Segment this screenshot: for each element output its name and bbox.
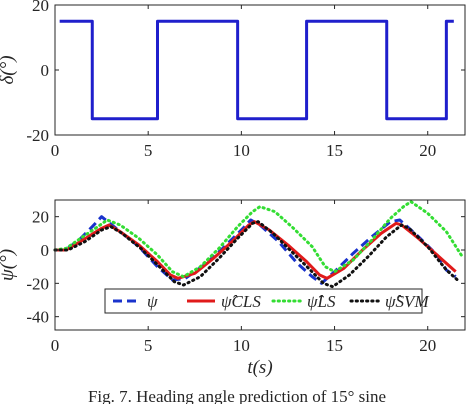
x-tick-label: 15 — [326, 141, 343, 160]
y-axis-label: δ(°) — [0, 55, 18, 84]
series-line-4 — [53, 220, 460, 289]
x-tick-label: 5 — [144, 336, 153, 355]
x-tick-label: 0 — [51, 141, 60, 160]
x-tick-label: 0 — [51, 336, 60, 355]
x-tick-label: 20 — [419, 336, 436, 355]
y-tick-label: -20 — [26, 274, 49, 293]
figure-caption: Fig. 7. Heading angle prediction of 15° … — [88, 387, 386, 404]
legend-label-4: ψ̂SVM — [385, 292, 429, 311]
y-axis-label: ψ(°) — [0, 249, 18, 281]
y-tick-label: 20 — [32, 0, 49, 15]
series-line-1 — [55, 215, 457, 285]
x-axis-label: t(s) — [247, 357, 272, 378]
series-line-1 — [59, 19, 454, 121]
y-tick-label: 0 — [41, 241, 50, 260]
x-tick-label: 10 — [233, 141, 250, 160]
y-tick-label: 20 — [32, 208, 49, 227]
x-tick-label: 10 — [233, 336, 250, 355]
x-tick-label: 20 — [419, 141, 436, 160]
legend-label-3: ψ̂LS — [307, 292, 336, 311]
legend: ψ ψ̂CLS ψ̂LS ψ̂SVM — [104, 288, 429, 314]
axes-frame — [54, 199, 466, 331]
series-line-3 — [53, 200, 463, 279]
legend-label-1: ψ — [147, 292, 158, 311]
x-tick-label: 5 — [144, 141, 153, 160]
y-tick-label: -20 — [26, 126, 49, 145]
y-tick-label: 0 — [41, 61, 50, 80]
y-tick-label: -40 — [26, 308, 49, 327]
legend-label-2: ψ̂CLS — [221, 292, 261, 311]
x-tick-label: 15 — [326, 336, 343, 355]
axes-frame — [54, 4, 466, 136]
chart-bottom: 0 5 10 15 20 -40 -20 0 20 ψ(°) t(s) ψ ψ̂CLS ψ̂LS ψ̂SVM — [0, 199, 466, 378]
